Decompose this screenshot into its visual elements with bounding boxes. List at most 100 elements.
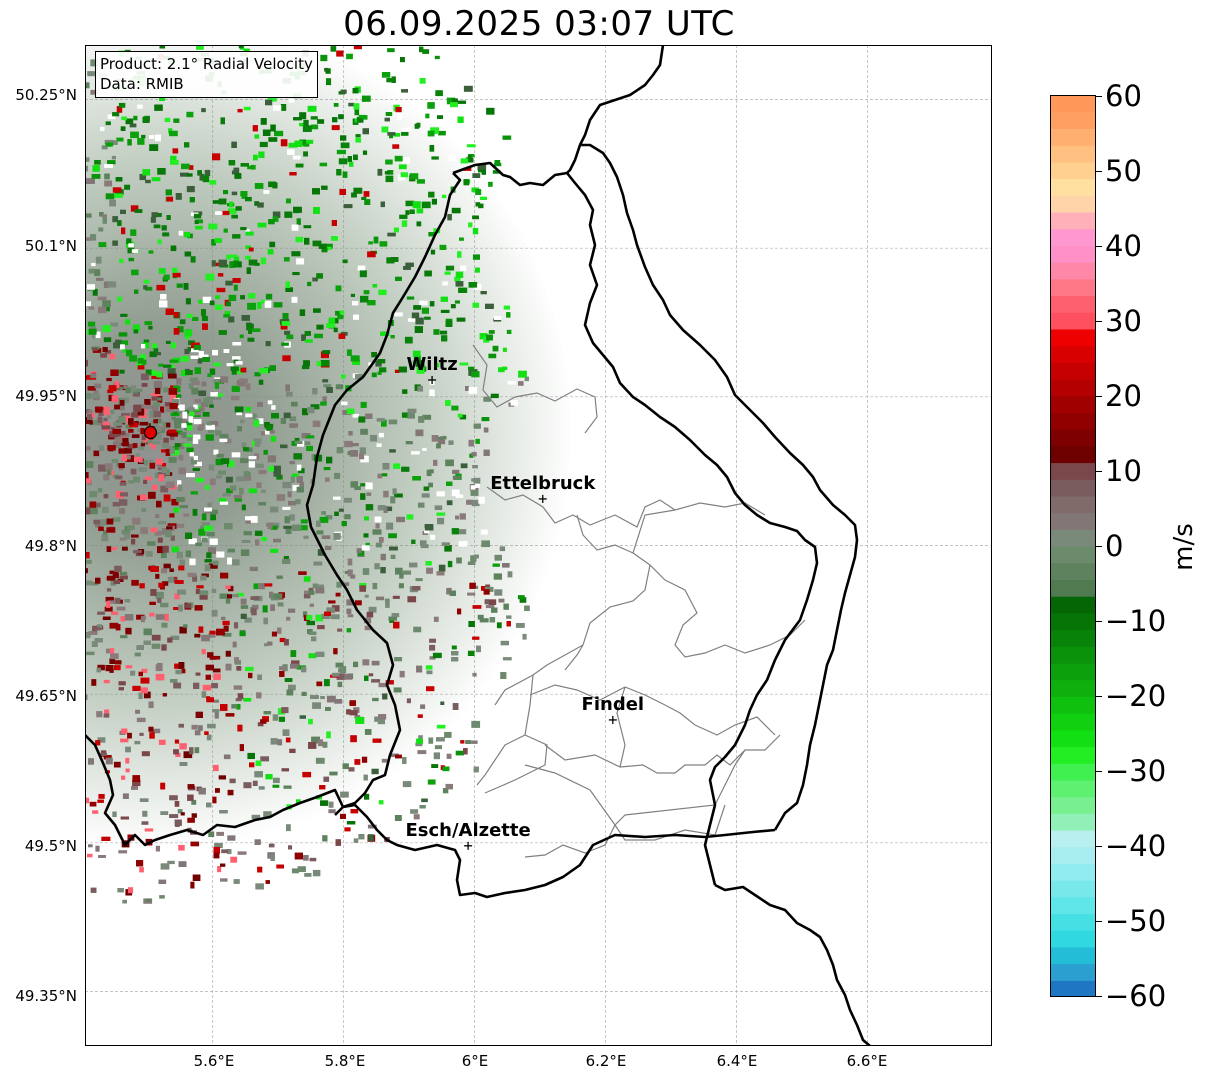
radar-map[interactable]: Wiltz Ettelbruck Findel Esch/Alzette	[85, 45, 992, 1046]
radar-echo-pixel	[422, 49, 430, 54]
radar-echo-pixel	[377, 505, 386, 511]
radar-echo-pixel	[486, 334, 493, 341]
radar-echo-pixel	[139, 798, 149, 802]
radar-echo-pixel	[100, 519, 107, 526]
radar-echo-pixel	[110, 409, 115, 415]
radar-echo-pixel	[409, 209, 415, 214]
radar-echo-pixel	[387, 232, 396, 237]
radar-echo-pixel	[421, 201, 431, 209]
radar-echo-pixel	[468, 282, 478, 288]
radar-echo-pixel	[185, 335, 190, 340]
radar-echo-pixel	[335, 285, 342, 292]
radar-echo-pixel	[148, 442, 153, 446]
radar-echo-pixel	[228, 460, 235, 468]
radar-echo-pixel	[122, 793, 129, 799]
radar-echo-pixel	[399, 214, 408, 219]
radar-echo-pixel	[118, 681, 126, 686]
radar-echo-pixel	[252, 780, 258, 786]
radar-echo-pixel	[153, 402, 160, 407]
radar-echo-pixel	[198, 299, 204, 304]
radar-echo-pixel	[251, 414, 257, 418]
radar-echo-pixel	[125, 746, 131, 753]
radar-echo-pixel	[148, 250, 154, 254]
radar-echo-pixel	[244, 474, 252, 481]
radar-echo-pixel	[201, 522, 210, 527]
radar-echo-pixel	[353, 838, 359, 843]
radar-echo-pixel	[393, 133, 401, 137]
radar-echo-pixel	[260, 257, 267, 265]
radar-echo-pixel	[239, 744, 244, 752]
radar-echo-pixel	[255, 463, 264, 469]
radar-echo-pixel	[481, 417, 490, 422]
radar-echo-pixel	[209, 538, 218, 545]
radar-echo-pixel	[215, 458, 224, 466]
radar-echo-pixel	[151, 643, 161, 649]
radar-echo-pixel	[99, 212, 104, 217]
radar-echo-pixel	[208, 399, 213, 405]
radar-echo-pixel	[170, 395, 176, 403]
radar-echo-pixel	[303, 535, 309, 539]
radar-echo-pixel	[232, 342, 242, 346]
radar-echo-pixel	[289, 416, 297, 422]
radar-echo-pixel	[311, 124, 319, 130]
radar-echo-pixel	[185, 550, 192, 558]
radar-echo-pixel	[273, 593, 283, 599]
radar-echo-pixel	[244, 255, 251, 260]
radar-echo-pixel	[231, 191, 238, 196]
radar-echo-pixel	[387, 132, 396, 136]
radar-echo-pixel	[208, 429, 215, 434]
radar-echo-pixel	[519, 597, 527, 603]
radar-echo-pixel	[279, 671, 285, 677]
radar-echo-pixel	[289, 423, 298, 428]
radar-echo-pixel	[302, 771, 312, 778]
radar-echo-pixel	[222, 493, 231, 497]
radar-echo-pixel	[282, 558, 291, 564]
radar-echo-pixel	[488, 330, 495, 334]
radar-echo-pixel	[162, 581, 169, 586]
radar-echo-pixel	[103, 713, 110, 718]
radar-echo-pixel	[494, 162, 502, 167]
radar-echo-pixel	[357, 265, 366, 271]
radar-echo-pixel	[119, 399, 125, 406]
radar-echo-pixel	[94, 638, 103, 643]
radar-echo-pixel	[390, 753, 399, 757]
radar-echo-pixel	[87, 321, 96, 327]
radar-echo-pixel	[350, 574, 356, 579]
radar-echo-pixel	[285, 384, 290, 392]
radar-echo-pixel	[148, 701, 154, 709]
radar-echo-pixel	[288, 684, 296, 691]
radar-echo-pixel	[93, 389, 99, 394]
radar-echo-pixel	[301, 365, 310, 370]
radar-echo-pixel	[449, 590, 456, 596]
radar-echo-pixel	[463, 85, 473, 92]
radar-echo-pixel	[237, 261, 242, 268]
radar-echo-pixel	[348, 767, 355, 772]
radar-echo-pixel	[117, 430, 126, 436]
radar-echo-pixel	[415, 742, 423, 747]
colorbar-band	[1050, 228, 1096, 246]
radar-echo-pixel	[349, 161, 354, 167]
radar-echo-pixel	[228, 316, 235, 323]
radar-echo-pixel	[326, 78, 332, 86]
radar-echo-pixel	[239, 378, 248, 383]
radar-echo-pixel	[419, 78, 426, 84]
colorbar-tick-label: −50	[1105, 904, 1167, 938]
radar-echo-pixel	[241, 195, 248, 199]
radar-echo-pixel	[307, 281, 312, 287]
radar-echo-pixel	[353, 154, 358, 161]
colorbar-band	[1050, 579, 1096, 597]
radar-echo-pixel	[88, 306, 95, 310]
radar-echo-pixel	[138, 692, 143, 699]
radar-echo-pixel	[198, 626, 204, 633]
radar-echo-pixel	[159, 97, 165, 101]
radar-echo-pixel	[175, 752, 181, 757]
radar-echo-pixel	[502, 657, 512, 661]
radar-echo-pixel	[153, 381, 162, 388]
radar-echo-pixel	[245, 229, 250, 234]
radar-echo-pixel	[312, 240, 322, 247]
radar-echo-pixel	[133, 404, 142, 412]
radar-echo-pixel	[249, 566, 258, 572]
radar-echo-pixel	[470, 555, 477, 562]
radar-echo-pixel	[127, 732, 132, 739]
radar-echo-pixel	[361, 756, 368, 763]
